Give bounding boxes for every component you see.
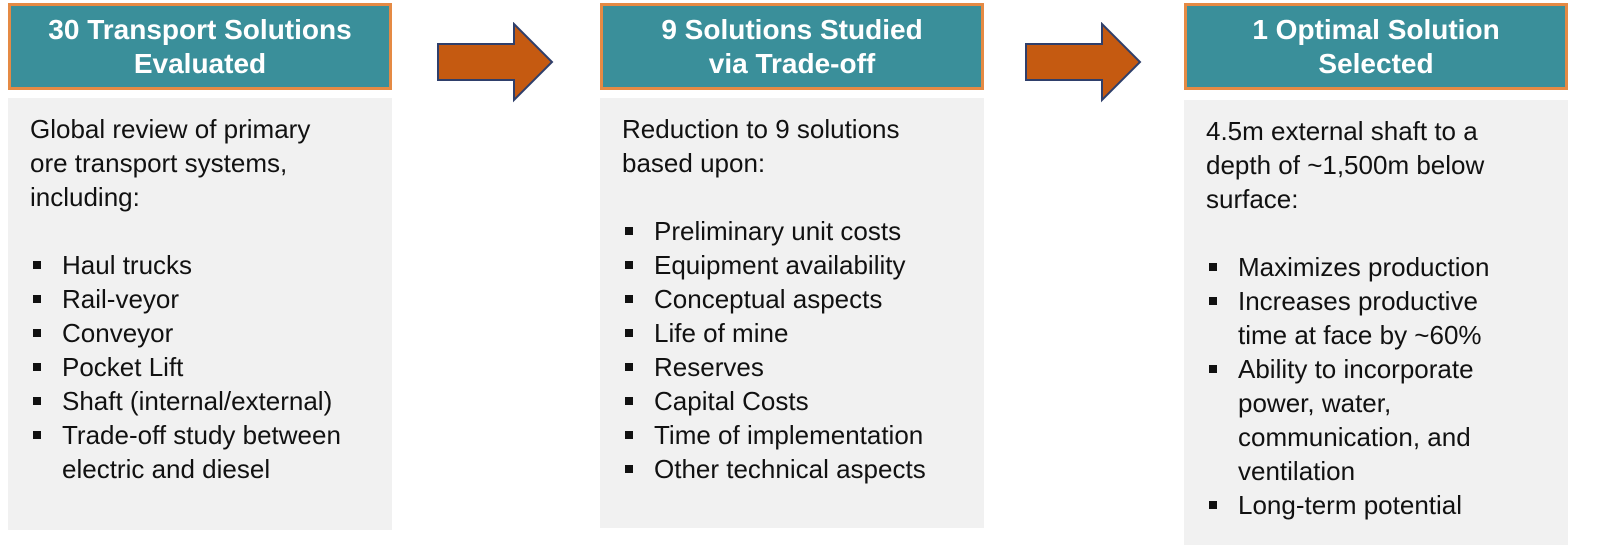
column-panel: Global review of primary ore transport s…: [8, 98, 392, 530]
bullet-item: Conceptual aspects: [622, 282, 966, 316]
column-header: 1 Optimal Solution Selected: [1184, 3, 1568, 90]
arrow: [1025, 22, 1142, 103]
intro-text: Global review of primary ore transport s…: [30, 114, 311, 212]
bullet-item: Haul trucks: [30, 248, 374, 282]
bullet-item: Pocket Lift: [30, 350, 374, 384]
bullet-item: Equipment availability: [622, 248, 966, 282]
bullet-item: Capital Costs: [622, 384, 966, 418]
bullet-item: Reserves: [622, 350, 966, 384]
bullet-item: Shaft (internal/external): [30, 384, 374, 418]
bullet-item: Long-term potential: [1206, 488, 1550, 522]
bullet-list: Preliminary unit costs Equipment availabi…: [622, 214, 966, 486]
bullet-item: Other technical aspects: [622, 452, 966, 486]
bullet-list: Haul trucks Rail-veyor Conveyor Pocket Lift…: [30, 248, 374, 486]
column-header: 30 Transport Solutions Evaluated: [8, 3, 392, 90]
bullet-item: Maximizes production: [1206, 250, 1550, 284]
bullet-item: Ability to incorporate power, water, com…: [1206, 352, 1550, 488]
bullet-item: Conveyor: [30, 316, 374, 350]
bullet-item: Rail-veyor: [30, 282, 374, 316]
bullet-item: Trade-off study between electric and die…: [30, 418, 374, 486]
bullet-list: Maximizes production Increases productive…: [1206, 250, 1550, 522]
column-header: 9 Solutions Studied via Trade-off: [600, 3, 984, 90]
bullet-item: Increases productive time at face by ~60…: [1206, 284, 1550, 352]
intro-text: 4.5m external shaft to a depth of ~1,500…: [1206, 116, 1485, 214]
bullet-item: Preliminary unit costs: [622, 214, 966, 248]
arrow: [437, 22, 554, 103]
column-panel: 4.5m external shaft to a depth of ~1,500…: [1184, 100, 1568, 545]
intro-text: Reduction to 9 solutions based upon:: [622, 114, 900, 178]
column-panel: Reduction to 9 solutions based upon: Prel…: [600, 98, 984, 528]
bullet-item: Time of implementation: [622, 418, 966, 452]
bullet-item: Life of mine: [622, 316, 966, 350]
